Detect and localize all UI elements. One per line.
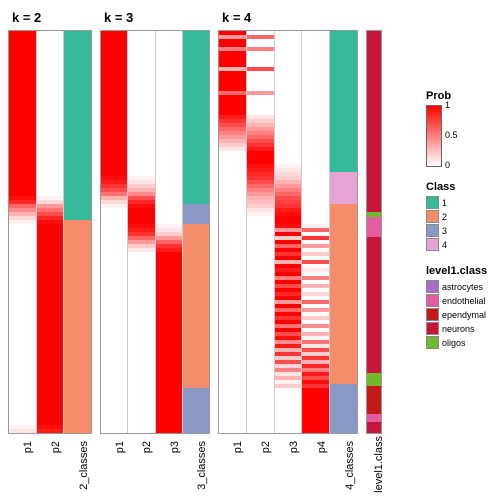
legend-swatch: [426, 336, 439, 349]
heatmap-column: [127, 31, 154, 433]
panel-title: k = 4: [222, 10, 251, 25]
legend-swatch: [426, 280, 439, 293]
x-axis-label: p2: [128, 439, 156, 504]
legends: Prob10.50 Class1234 level1.classastrocytes…: [426, 90, 500, 363]
x-axis-label: p3: [274, 439, 302, 504]
legend-item: endothelial: [426, 294, 500, 307]
x-axis-label: 4_classes: [330, 439, 358, 504]
x-axis-label: 3_classes: [183, 439, 211, 504]
legend-prob: Prob10.50: [426, 90, 500, 167]
prob-gradient: 10.50: [426, 105, 442, 167]
x-axis-label: p2: [246, 439, 274, 504]
legend-swatch: [426, 224, 439, 237]
x-axis-label: 2_classes: [64, 439, 92, 504]
heatmap-column: [219, 31, 246, 433]
panel: k = 4 p1p2p3p44_classes: [218, 0, 358, 504]
legend-class: Class1234: [426, 181, 500, 251]
heatmap-column: [329, 31, 357, 433]
panel-title: k = 2: [12, 10, 41, 25]
legend-item: 4: [426, 238, 500, 251]
x-axis-label: p2: [36, 439, 64, 504]
heatmap-column: [155, 31, 182, 433]
legend-level1: level1.classastrocytesendothelialependym…: [426, 265, 500, 349]
x-labels: p1p2p3p44_classes: [218, 439, 358, 504]
x-axis-label: p4: [302, 439, 330, 504]
heatmap-column: [182, 31, 209, 433]
legend-swatch: [426, 196, 439, 209]
legend-swatch: [426, 210, 439, 223]
legend-item: 2: [426, 210, 500, 223]
heatmap-body: [100, 30, 210, 434]
panel: k = 3 p1p2p33_classes: [100, 0, 210, 504]
panel: k = 2 p1p22_classes: [8, 0, 92, 504]
heatmap-body: [8, 30, 92, 434]
legend-swatch: [426, 294, 439, 307]
heatmap-column: [274, 31, 302, 433]
legend-item: ependymal: [426, 308, 500, 321]
heatmap-column: [246, 31, 274, 433]
x-labels: p1p22_classes: [8, 439, 92, 504]
x-axis-label: p3: [155, 439, 183, 504]
x-axis-label: p1: [8, 439, 36, 504]
heatmap-column: [9, 31, 36, 433]
legend-swatch: [426, 238, 439, 251]
panel-title: k = 3: [104, 10, 133, 25]
legend-item: oligos: [426, 336, 500, 349]
heatmap-column: [63, 31, 91, 433]
legend-item: astrocytes: [426, 280, 500, 293]
legend-item: 3: [426, 224, 500, 237]
legend-swatch: [426, 322, 439, 335]
x-labels: p1p2p33_classes: [100, 439, 210, 504]
x-axis-label: p1: [218, 439, 246, 504]
level1-class-strip: [366, 30, 382, 434]
legend-item: 1: [426, 196, 500, 209]
level1-class-label: level1.class: [373, 436, 438, 493]
legend-swatch: [426, 308, 439, 321]
heatmap-column: [301, 31, 329, 433]
heatmap-body: [218, 30, 358, 434]
heatmap-column: [36, 31, 64, 433]
legend-item: neurons: [426, 322, 500, 335]
heatmap-column: [101, 31, 127, 433]
x-axis-label: p1: [100, 439, 128, 504]
